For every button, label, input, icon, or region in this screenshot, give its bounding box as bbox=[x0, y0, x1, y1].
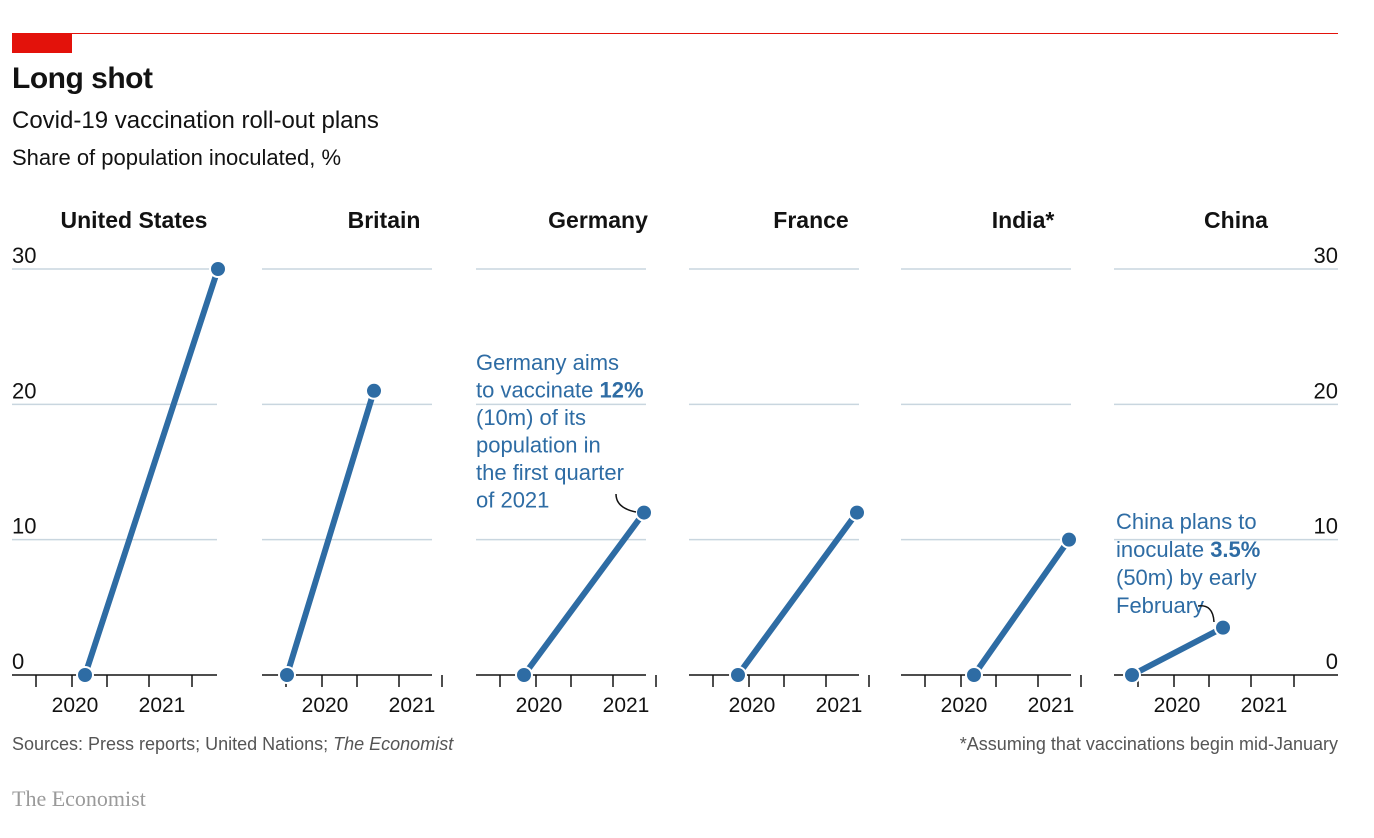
top-rule bbox=[12, 33, 1338, 34]
x-tick-label-2020: 2020 bbox=[729, 694, 776, 717]
annotation-segment: China plans to bbox=[1116, 509, 1257, 534]
annotation-leader bbox=[1197, 605, 1215, 623]
data-point-0-0 bbox=[76, 666, 94, 684]
sources-text: Sources: Press reports; United Nations; bbox=[12, 734, 334, 754]
panel-title-5: China bbox=[1204, 207, 1268, 233]
x-tick-label-2020: 2020 bbox=[941, 694, 988, 717]
y-tick-label-left: 20 bbox=[12, 378, 36, 403]
annotation-segment: of 2021 bbox=[476, 488, 549, 513]
annotation-segment: 3.5% bbox=[1210, 537, 1260, 562]
data-point-1-0 bbox=[278, 666, 296, 684]
y-tick-label-right: 20 bbox=[1314, 378, 1338, 403]
x-tick-label-2021: 2021 bbox=[816, 694, 863, 717]
annotation-segment: February bbox=[1116, 593, 1204, 618]
sources: Sources: Press reports; United Nations; … bbox=[12, 734, 453, 755]
data-point-4-0 bbox=[965, 666, 983, 684]
annotation-line: February bbox=[1116, 593, 1204, 618]
x-tick-label-2021: 2021 bbox=[139, 694, 186, 717]
x-tick-label-2021: 2021 bbox=[1241, 694, 1288, 717]
annotation-line: of 2021 bbox=[476, 488, 549, 513]
chart-subtitle: Covid-19 vaccination roll-out plans bbox=[12, 107, 379, 134]
y-tick-label-left: 10 bbox=[12, 514, 36, 539]
annotation-line: inoculate 3.5% bbox=[1116, 537, 1260, 562]
data-point-5-0 bbox=[1123, 666, 1141, 684]
annotation-segment: the first quarter bbox=[476, 460, 624, 485]
sources-italic: The Economist bbox=[333, 734, 454, 754]
x-tick-label-2020: 2020 bbox=[52, 694, 99, 717]
x-tick-label-2021: 2021 bbox=[603, 694, 650, 717]
annotation-segment: to vaccinate bbox=[476, 378, 600, 403]
x-tick-label-2020: 2020 bbox=[1154, 694, 1201, 717]
annotation-segment: 12% bbox=[600, 378, 644, 403]
annotation-line: China plans to bbox=[1116, 509, 1257, 534]
data-point-2-0 bbox=[515, 666, 533, 684]
chart-title: Long shot bbox=[12, 62, 153, 95]
y-tick-label-left: 30 bbox=[12, 243, 36, 268]
series-line-1 bbox=[284, 387, 377, 678]
annotation-segment: (10m) of its bbox=[476, 405, 586, 430]
data-point-2-1 bbox=[635, 503, 653, 522]
series-line-3 bbox=[735, 509, 860, 678]
x-tick-label-2020: 2020 bbox=[302, 694, 349, 717]
annotation-line: population in bbox=[476, 433, 601, 458]
annotation-line: to vaccinate 12% bbox=[476, 378, 644, 403]
annotation-line: (50m) by early bbox=[1116, 565, 1257, 590]
annotation-line: Germany aims bbox=[476, 350, 619, 375]
data-point-1-1 bbox=[365, 381, 383, 400]
y-tick-label-right: 0 bbox=[1326, 649, 1338, 674]
y-tick-label-right: 10 bbox=[1314, 514, 1338, 539]
series-line-2 bbox=[521, 509, 647, 678]
x-tick-label-2021: 2021 bbox=[1028, 694, 1075, 717]
brand-logo-text: The Economist bbox=[12, 786, 146, 811]
annotation-segment: (50m) by early bbox=[1116, 565, 1257, 590]
panel-title-4: India* bbox=[992, 207, 1055, 233]
series-line-4 bbox=[971, 536, 1072, 678]
data-point-3-0 bbox=[729, 666, 747, 684]
panel-title-3: France bbox=[773, 207, 848, 233]
series-line-0 bbox=[82, 266, 221, 678]
data-point-4-1 bbox=[1060, 530, 1078, 549]
annotation-segment: population in bbox=[476, 433, 601, 458]
panel-title-2: Germany bbox=[548, 207, 648, 233]
data-point-3-1 bbox=[848, 503, 866, 522]
data-point-0-1 bbox=[209, 260, 227, 278]
data-point-5-1 bbox=[1214, 618, 1232, 637]
annotation-line: the first quarter bbox=[476, 460, 624, 485]
x-tick-label-2021: 2021 bbox=[389, 694, 436, 717]
y-tick-label-right: 30 bbox=[1314, 243, 1338, 268]
annotation-segment: Germany aims bbox=[476, 350, 619, 375]
series-line-5 bbox=[1129, 624, 1226, 678]
x-tick-label-2020: 2020 bbox=[516, 694, 563, 717]
annotation-segment: inoculate bbox=[1116, 537, 1210, 562]
unit-label: Share of population inoculated, % bbox=[12, 145, 342, 170]
red-tag bbox=[12, 34, 72, 53]
y-tick-label-left: 0 bbox=[12, 649, 24, 674]
panel-title-1: Britain bbox=[348, 207, 421, 233]
footnote: *Assuming that vaccinations begin mid-Ja… bbox=[959, 734, 1338, 754]
panel-title-0: United States bbox=[61, 207, 208, 233]
annotation-line: (10m) of its bbox=[476, 405, 586, 430]
annotation-leader bbox=[615, 493, 637, 513]
